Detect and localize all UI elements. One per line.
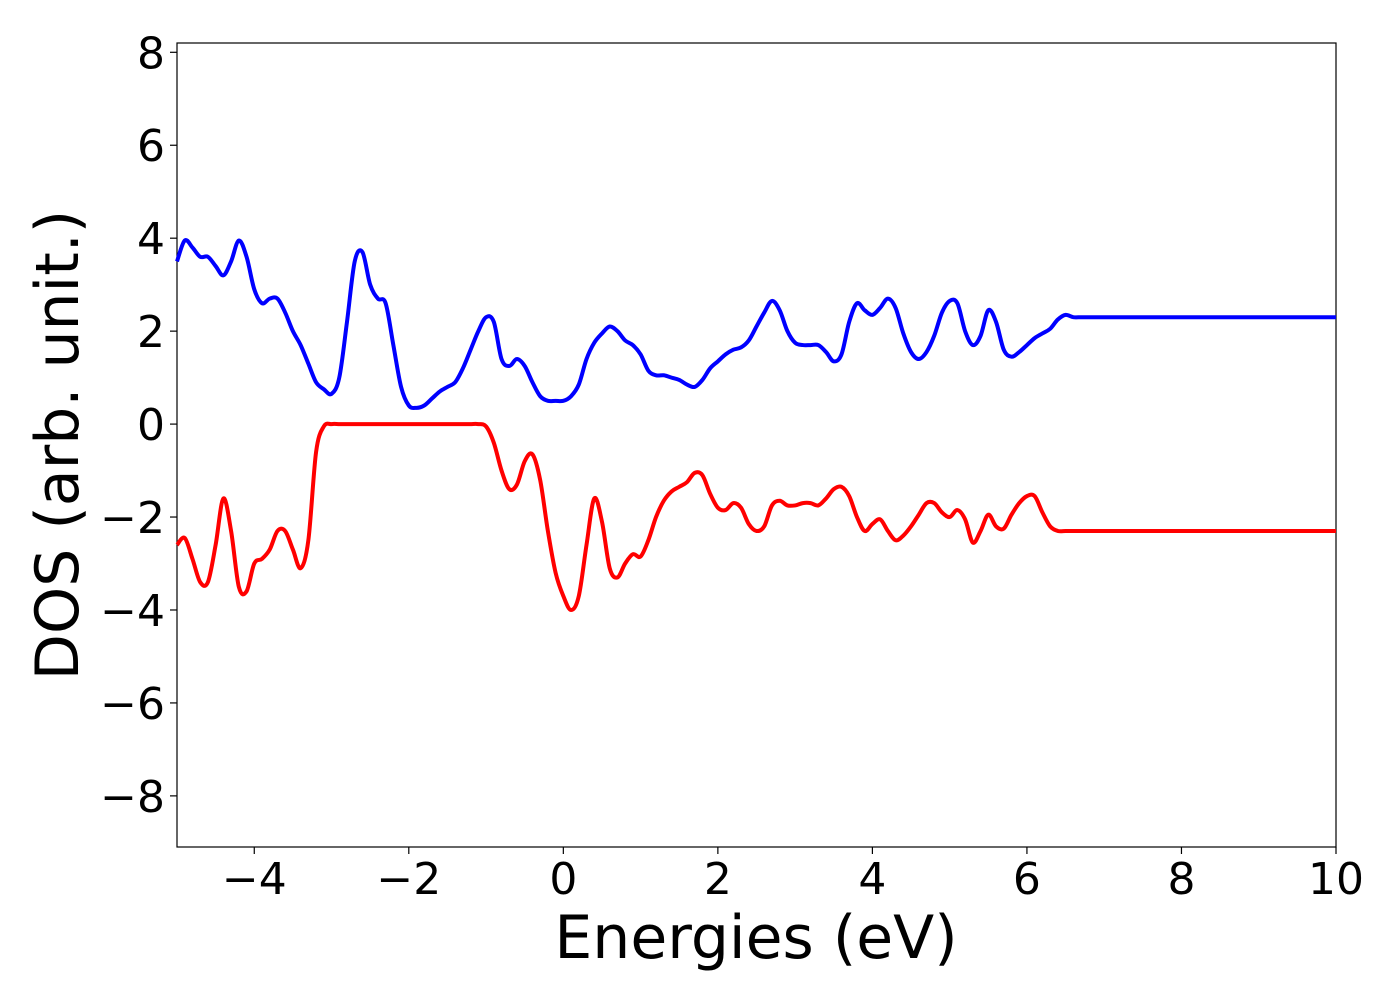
y-tick-label: −8 <box>100 772 165 823</box>
y-tick-label: 2 <box>137 307 165 358</box>
y-axis-title: DOS (arb. unit.) <box>23 210 93 680</box>
x-tick-label: 2 <box>704 854 732 905</box>
plot-area-frame <box>176 42 1337 848</box>
x-tick-label: −4 <box>222 854 287 905</box>
y-tick-label: 6 <box>137 121 165 172</box>
x-axis: −4 −2 0 2 4 6 8 10 <box>222 847 1364 905</box>
x-tick-label: 10 <box>1308 854 1364 905</box>
x-tick-label: 4 <box>858 854 886 905</box>
series-layer <box>175 238 1336 612</box>
y-axis: −8 −6 −4 −2 0 2 4 6 8 <box>100 28 177 823</box>
y-tick-label: −6 <box>100 679 165 730</box>
y-tick-label: −4 <box>100 586 165 637</box>
series-line-1 <box>175 421 1336 612</box>
x-tick-label: −2 <box>376 854 441 905</box>
x-tick-label: 8 <box>1167 854 1195 905</box>
x-axis-title: Energies (eV) <box>554 903 957 973</box>
x-tick-label: 0 <box>549 854 577 905</box>
y-tick-label: 4 <box>137 214 165 265</box>
series-line-0 <box>175 238 1336 411</box>
x-tick-label: 6 <box>1013 854 1041 905</box>
y-tick-label: 8 <box>137 28 165 79</box>
y-tick-label: −2 <box>100 493 165 544</box>
y-tick-label: 0 <box>137 400 165 451</box>
